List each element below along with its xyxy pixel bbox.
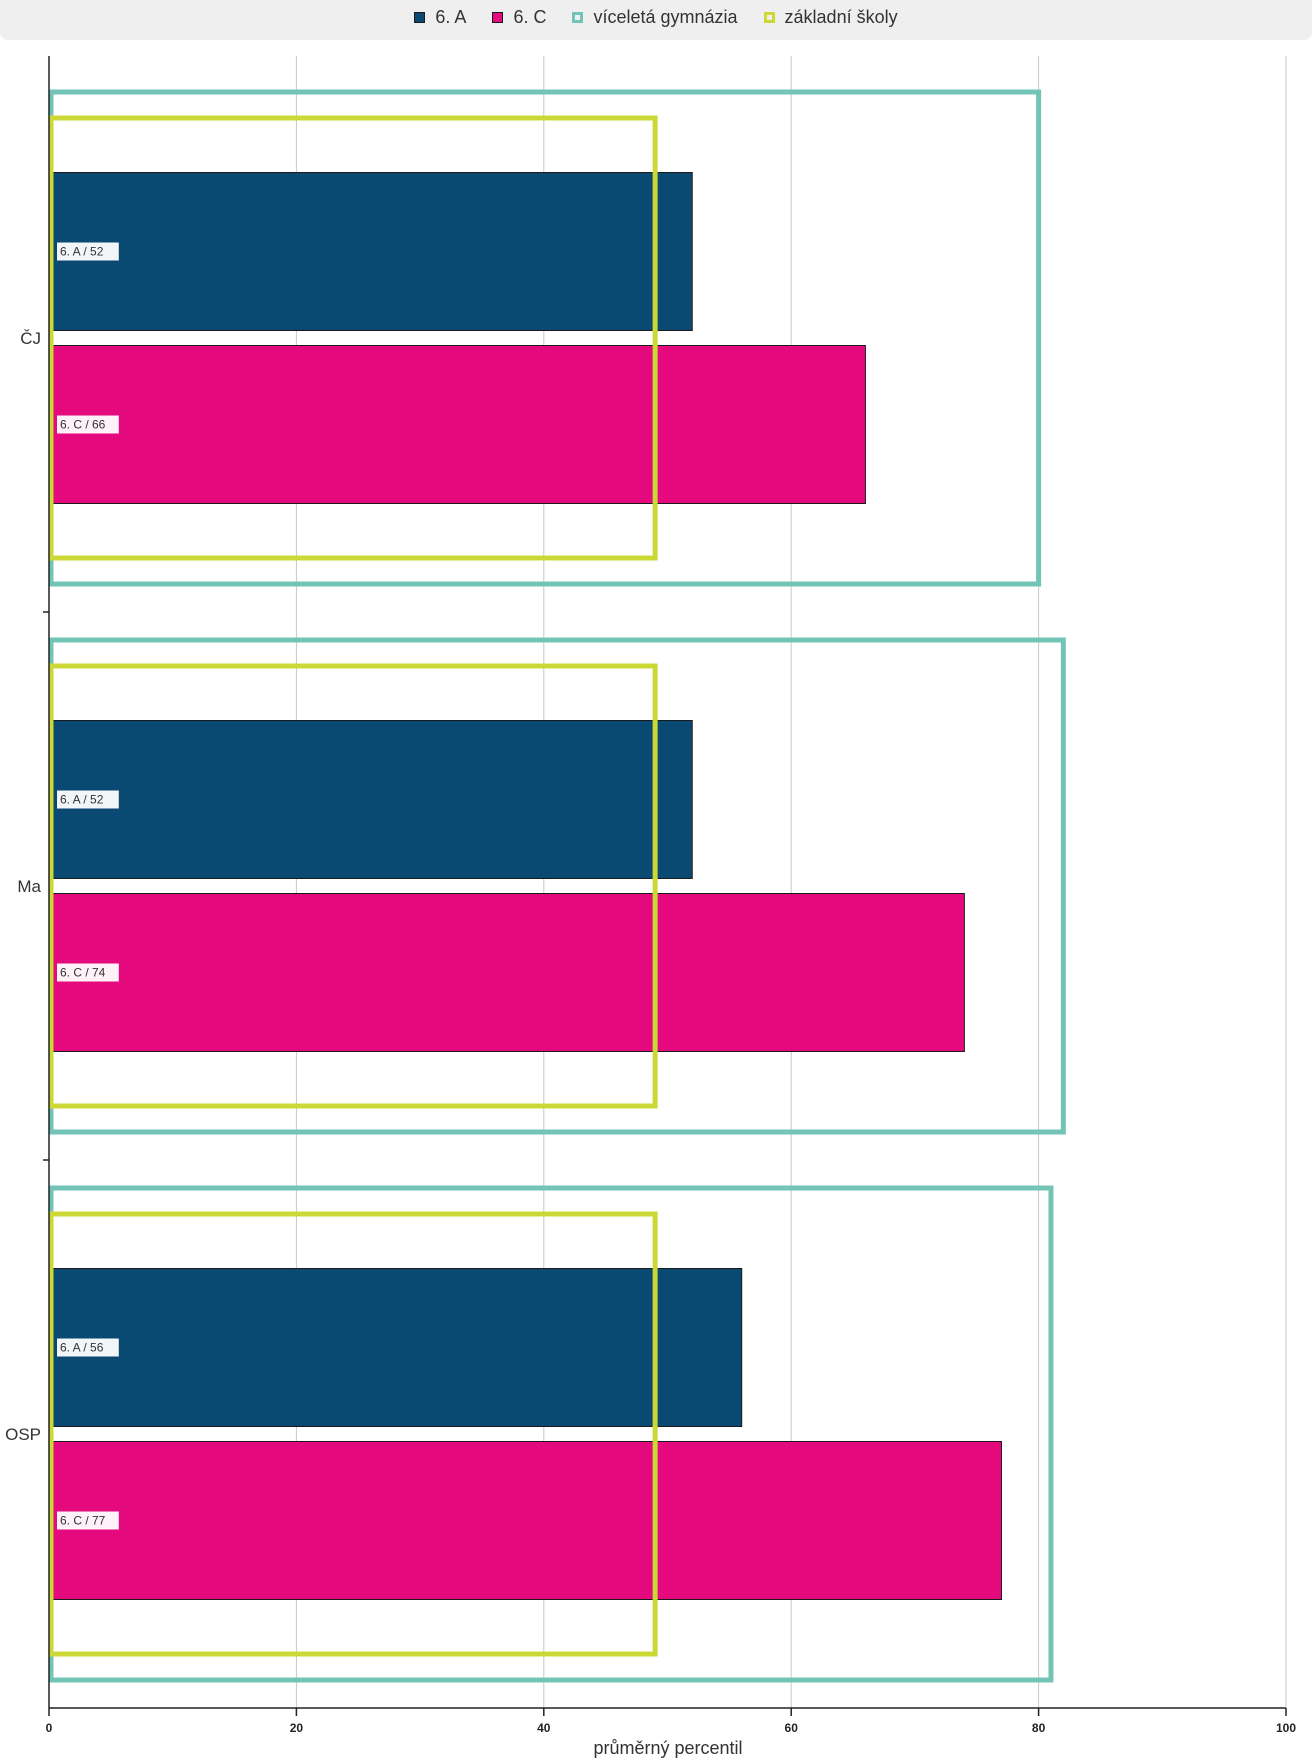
data-label-background xyxy=(57,415,119,434)
bar xyxy=(51,172,693,331)
data-label: 6. A / 56 xyxy=(60,1341,104,1355)
legend-background xyxy=(0,0,1312,40)
bar xyxy=(51,345,866,504)
bar xyxy=(51,720,693,879)
x-axis-title: průměrný percentil xyxy=(593,1738,743,1758)
legend-swatch-6c xyxy=(492,11,504,23)
legend-label-6c: 6. C xyxy=(513,6,547,27)
reference-box-gymnazia xyxy=(48,89,1042,587)
legend-label-zakladni: základní školy xyxy=(784,6,898,27)
data-label: 6. A / 52 xyxy=(60,245,104,259)
reference-box-gymnazia xyxy=(48,637,1066,1135)
x-tick-label: 40 xyxy=(537,1721,551,1735)
y-category-label: ČJ xyxy=(20,329,41,348)
bar xyxy=(51,1268,743,1427)
x-tick-label: 60 xyxy=(785,1721,799,1735)
reference-box-gymnazia xyxy=(48,1185,1054,1683)
y-category-label: OSP xyxy=(5,1425,41,1444)
legend-swatch-zakladni xyxy=(763,11,775,23)
bar xyxy=(51,1441,1002,1600)
x-tick-label: 100 xyxy=(1276,1721,1296,1735)
data-label: 6. C / 74 xyxy=(60,966,106,980)
data-label-background xyxy=(57,1511,119,1530)
data-label-background xyxy=(57,242,119,261)
bar xyxy=(51,893,965,1052)
x-tick-label: 20 xyxy=(290,1721,304,1735)
legend-item-gymnazia[interactable]: víceletá gymnázia xyxy=(572,6,738,28)
data-label: 6. C / 66 xyxy=(60,418,106,432)
legend: 6. A 6. C víceletá gymnázia základní ško… xyxy=(0,0,1312,34)
reference-box-zakladni xyxy=(48,1211,658,1657)
data-label-background xyxy=(57,1338,119,1357)
reference-box-zakladni xyxy=(48,115,658,561)
x-tick-label: 0 xyxy=(46,1721,53,1735)
data-label: 6. A / 52 xyxy=(60,793,104,807)
data-label-background xyxy=(57,963,119,982)
legend-item-zakladni[interactable]: základní školy xyxy=(763,6,898,28)
legend-label-6a: 6. A xyxy=(435,6,467,27)
legend-item-6c[interactable]: 6. C xyxy=(492,7,546,28)
legend-item-6a[interactable]: 6. A xyxy=(414,7,466,28)
legend-swatch-gymnazia xyxy=(572,11,584,23)
data-label: 6. C / 77 xyxy=(60,1514,106,1528)
x-tick-label: 80 xyxy=(1032,1721,1046,1735)
reference-box-zakladni xyxy=(48,663,658,1109)
y-category-label: Ma xyxy=(17,877,41,896)
legend-label-gymnazia: víceletá gymnázia xyxy=(593,6,738,27)
data-label-background xyxy=(57,790,119,809)
legend-swatch-6a xyxy=(414,11,426,23)
